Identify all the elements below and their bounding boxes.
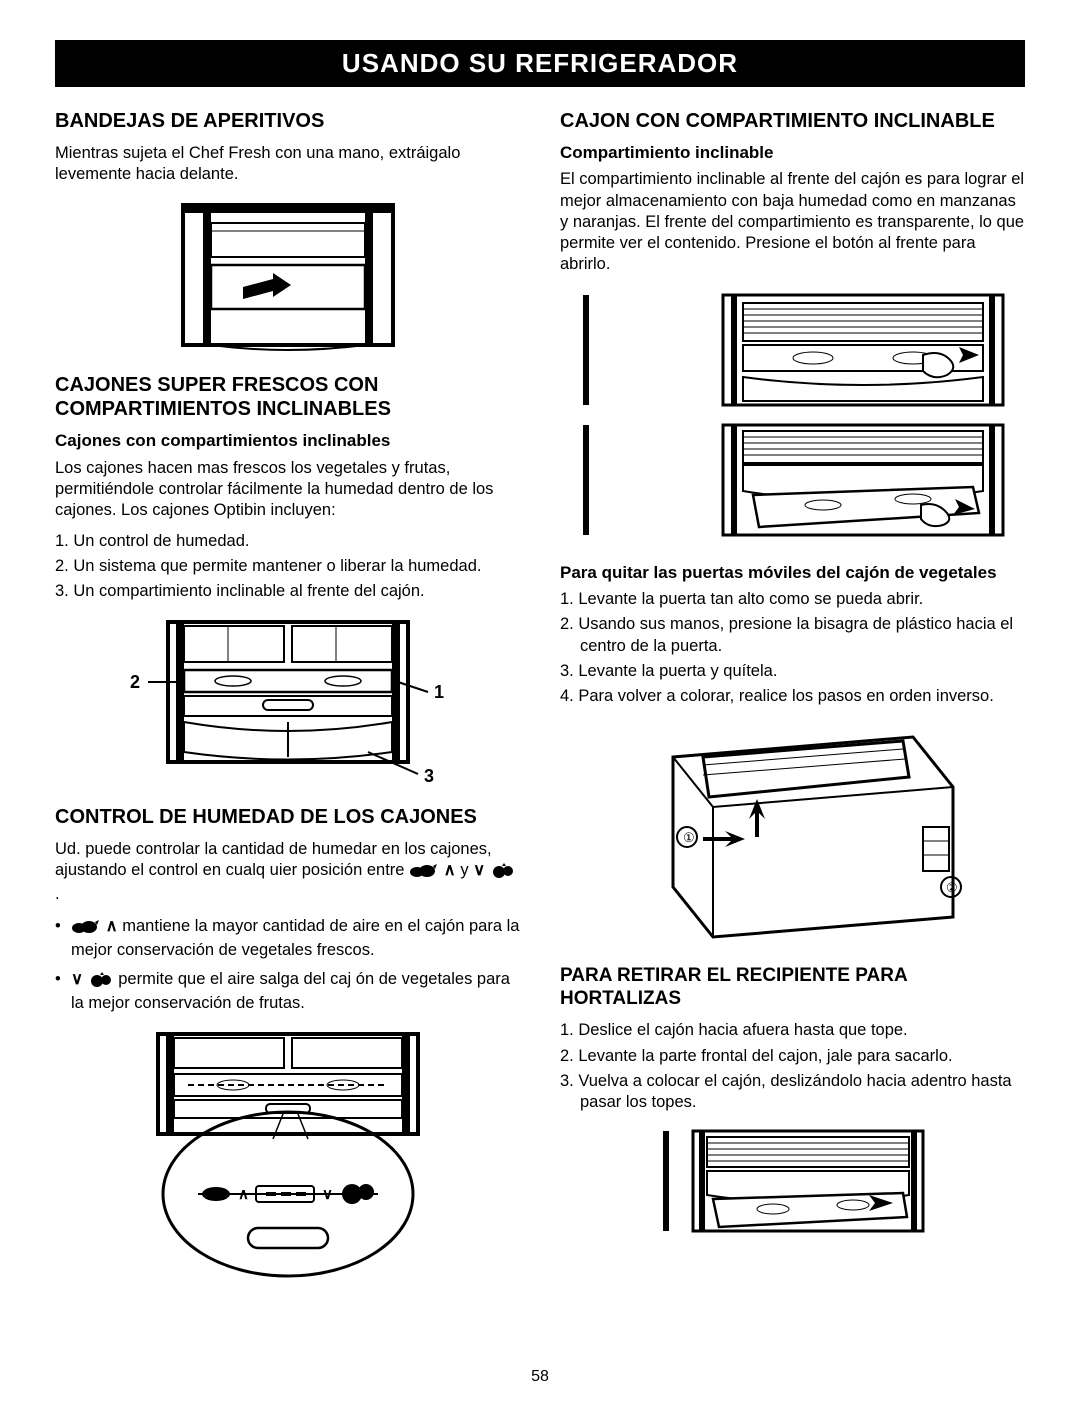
two-column-layout: BANDEJAS DE APERITIVOS Mientras sujeta e… <box>55 109 1025 1302</box>
list-item: 1. Deslice el cajón hacia afuera hasta q… <box>560 1020 1025 1041</box>
svg-text:②: ② <box>946 880 958 895</box>
page-number: 58 <box>0 1368 1080 1386</box>
list-item: ∨ permite que el aire salga del caj ón d… <box>55 969 520 1014</box>
svg-text:①: ① <box>683 830 695 845</box>
paragraph: Mientras sujeta el Chef Fresh con una ma… <box>55 143 520 185</box>
callout-label-3: 3 <box>424 766 434 786</box>
left-column: BANDEJAS DE APERITIVOS Mientras sujeta e… <box>55 109 520 1302</box>
figure-humidity-control: ∧ ∨ <box>55 1024 520 1284</box>
callout-label-2: 2 <box>130 672 140 692</box>
paragraph: El compartimiento inclinable al frente d… <box>560 169 1025 275</box>
section-title-humedad: CONTROL DE HUMEDAD DE LOS CAJONES <box>55 805 520 829</box>
list-item: 3. Un compartimiento inclinable al frent… <box>55 581 520 602</box>
figure-remove-door: ① ② <box>560 717 1025 947</box>
list-item: 1. Un control de humedad. <box>55 531 520 552</box>
list-item: 2. Levante la parte frontal del cajon, j… <box>560 1046 1025 1067</box>
list-item: 4. Para volver a colorar, realice los pa… <box>560 686 1025 707</box>
paragraph-humidity-intro: Ud. puede controlar la cantidad de humed… <box>55 839 520 905</box>
callout-label-1: 1 <box>434 682 444 702</box>
section-title-retirar-recipiente: PARA RETIRAR EL RECIPIENTE PARA HORTALIZ… <box>560 965 1025 1011</box>
list-item: ∧ mantiene la mayor cantidad de aire en … <box>55 916 520 961</box>
sub-title-compart-inclinable: Compartimiento inclinable <box>560 143 1025 163</box>
list-item: 3. Levante la puerta y quítela. <box>560 661 1025 682</box>
numbered-list: 1. Levante la puerta tan alto como se pu… <box>560 589 1025 707</box>
fruit-icon <box>88 971 114 993</box>
list-item: 3. Vuelva a colocar el cajón, deslizándo… <box>560 1071 1025 1113</box>
figure-remove-bin <box>560 1123 1025 1238</box>
page-header-bar: USANDO SU REFRIGERADOR <box>55 40 1025 87</box>
section-title-aperitivos: BANDEJAS DE APERITIVOS <box>55 109 520 133</box>
svg-text:∧: ∧ <box>238 1186 249 1203</box>
numbered-list: 1. Deslice el cajón hacia afuera hasta q… <box>560 1020 1025 1112</box>
bulleted-list: ∧ mantiene la mayor cantidad de aire en … <box>55 916 520 1014</box>
sub-title-cajones-compart: Cajones con compartimientos inclinables <box>55 431 520 451</box>
page-header-title: USANDO SU REFRIGERADOR <box>342 48 738 78</box>
numbered-list: 1. Un control de humedad. 2. Un sistema … <box>55 531 520 602</box>
vegetable-icon <box>409 862 439 884</box>
fruit-icon <box>490 862 516 884</box>
sub-title-quitar-puertas: Para quitar las puertas móviles del cajó… <box>560 563 1025 583</box>
figure-chef-fresh-tray <box>55 195 520 355</box>
figure-crisper-bins-labeled: 2 1 3 <box>55 612 520 787</box>
paragraph: Los cajones hacen mas frescos los vegeta… <box>55 458 520 521</box>
figure-tilt-compartment-pair <box>560 285 1025 545</box>
svg-text:∨: ∨ <box>322 1186 333 1203</box>
section-title-cajon-inclinable: CAJON CON COMPARTIMIENTO INCLINABLE <box>560 109 1025 133</box>
list-item: 2. Un sistema que permite mantener o lib… <box>55 556 520 577</box>
vegetable-icon <box>71 918 101 940</box>
list-item: 1. Levante la puerta tan alto como se pu… <box>560 589 1025 610</box>
right-column: CAJON CON COMPARTIMIENTO INCLINABLE Comp… <box>560 109 1025 1302</box>
list-item: 2. Usando sus manos, presione la bisagra… <box>560 614 1025 656</box>
section-title-cajones-super: CAJONES SUPER FRESCOS CON COMPARTIMIENTO… <box>55 373 520 421</box>
